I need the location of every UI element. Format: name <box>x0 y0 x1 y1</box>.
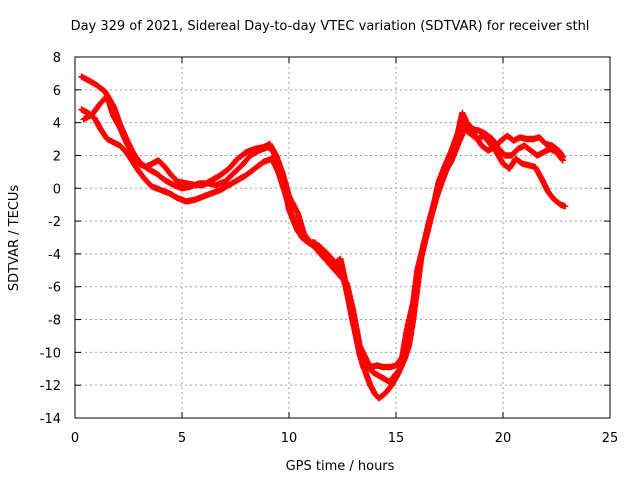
chart-title: Day 329 of 2021, Sidereal Day-to-day VTE… <box>71 19 590 34</box>
grid-lines <box>75 57 610 418</box>
x-tick-label: 5 <box>178 431 186 446</box>
y-tick-label: -6 <box>48 281 61 296</box>
x-tick-label: 10 <box>281 431 298 446</box>
y-tick-label: 4 <box>53 117 61 132</box>
plot-frame <box>74 56 611 419</box>
y-tick-labels: -14 -12 -10 -8 -6 -4 -2 0 2 4 6 8 <box>40 51 61 427</box>
y-tick-label: -14 <box>40 412 61 427</box>
y-tick-label: -2 <box>48 215 61 230</box>
y-tick-label: 2 <box>53 149 61 164</box>
y-tick-label: -8 <box>48 314 61 329</box>
x-tick-label: 0 <box>71 431 79 446</box>
y-tick-label: -10 <box>40 346 61 361</box>
marker-trace <box>80 93 567 386</box>
y-tick-label: 6 <box>53 84 61 99</box>
axis-ticks <box>74 56 611 419</box>
x-axis-label: GPS time / hours <box>286 459 395 474</box>
x-tick-labels: 0 5 10 15 20 25 <box>71 431 618 446</box>
y-tick-label: -12 <box>40 379 61 394</box>
x-tick-label: 15 <box>388 431 405 446</box>
y-tick-label: 0 <box>53 182 61 197</box>
y-tick-label: 8 <box>53 51 61 66</box>
x-tick-label: 25 <box>602 431 619 446</box>
y-tick-label: -4 <box>48 248 61 263</box>
y-axis-label: SDTVAR / TECUs <box>7 185 22 292</box>
series-track-c <box>80 93 567 386</box>
data-points <box>78 73 569 402</box>
x-tick-label: 20 <box>495 431 512 446</box>
